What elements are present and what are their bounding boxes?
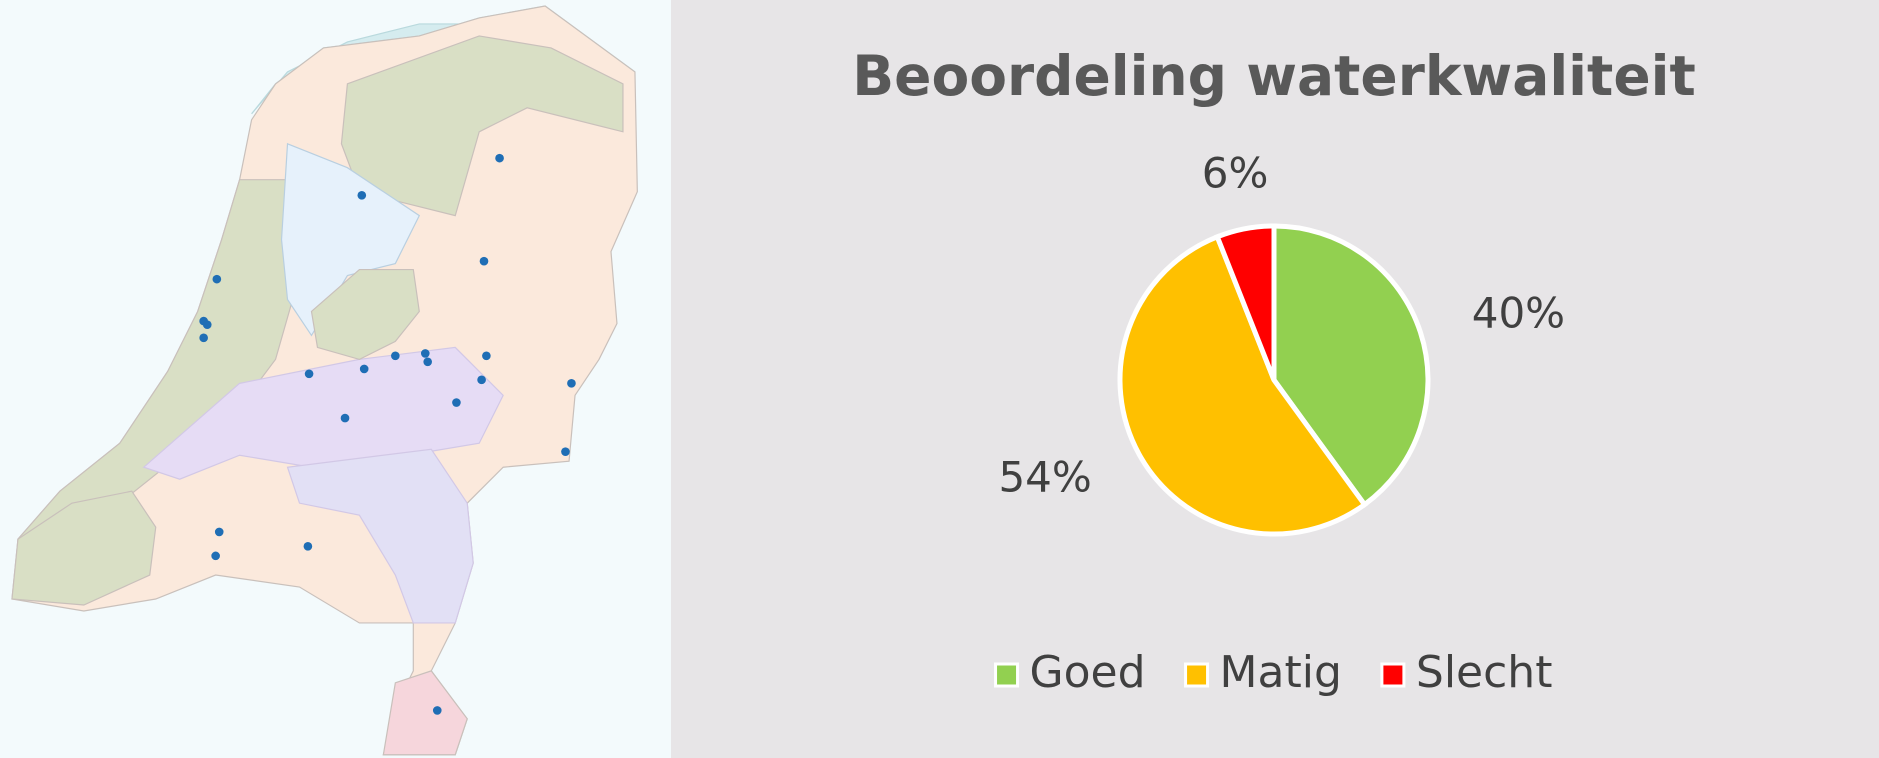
- legend-marker: [1184, 662, 1210, 688]
- map-dot: [214, 527, 224, 537]
- measurement-points: [199, 153, 576, 715]
- map-dot: [561, 447, 570, 456]
- limburg: [382, 670, 468, 756]
- legend-label: Goed: [1030, 647, 1146, 698]
- map-dot: [391, 351, 400, 361]
- map-dot: [199, 333, 208, 343]
- pie-slice: [1214, 223, 1277, 381]
- map-dot: [359, 364, 369, 374]
- map-dot: [304, 369, 314, 379]
- data-label: 54%: [998, 453, 1091, 502]
- map-dot: [211, 551, 220, 561]
- pie: 40% 54% 6%: [998, 148, 1565, 537]
- map-dot: [432, 706, 442, 715]
- data-label: 40%: [1472, 288, 1565, 337]
- map-dot: [303, 541, 313, 551]
- map-dot: [479, 256, 489, 266]
- legend-marker: [994, 662, 1020, 688]
- legend-item: Slecht: [1380, 647, 1553, 698]
- map-dot: [202, 320, 212, 329]
- legend-marker: [1380, 662, 1406, 688]
- map-dot: [212, 274, 222, 284]
- south-river: [286, 448, 474, 624]
- legend-item: Goed: [994, 647, 1146, 698]
- map-dot: [423, 357, 432, 367]
- legend-label: Matig: [1220, 647, 1342, 698]
- map-dot: [452, 398, 461, 407]
- map-dot: [340, 413, 350, 423]
- chart-title: Beoordeling waterkwaliteit: [852, 44, 1696, 108]
- map-dot: [357, 190, 367, 200]
- legend: Goed Matig Slecht: [994, 647, 1553, 698]
- legend-label: Slecht: [1416, 647, 1553, 698]
- map-dot: [420, 349, 430, 358]
- map-dot: [495, 153, 504, 163]
- pie-slice: [1117, 233, 1369, 537]
- flevoland: [310, 268, 420, 361]
- legend-item: Matig: [1184, 647, 1342, 698]
- data-label: 6%: [1202, 148, 1269, 197]
- pie-slice: [1271, 223, 1431, 509]
- zeeland: [11, 490, 157, 606]
- map-dot: [477, 375, 486, 385]
- map: [11, 5, 638, 756]
- map-dot: [567, 379, 576, 388]
- map-dot: [482, 351, 491, 361]
